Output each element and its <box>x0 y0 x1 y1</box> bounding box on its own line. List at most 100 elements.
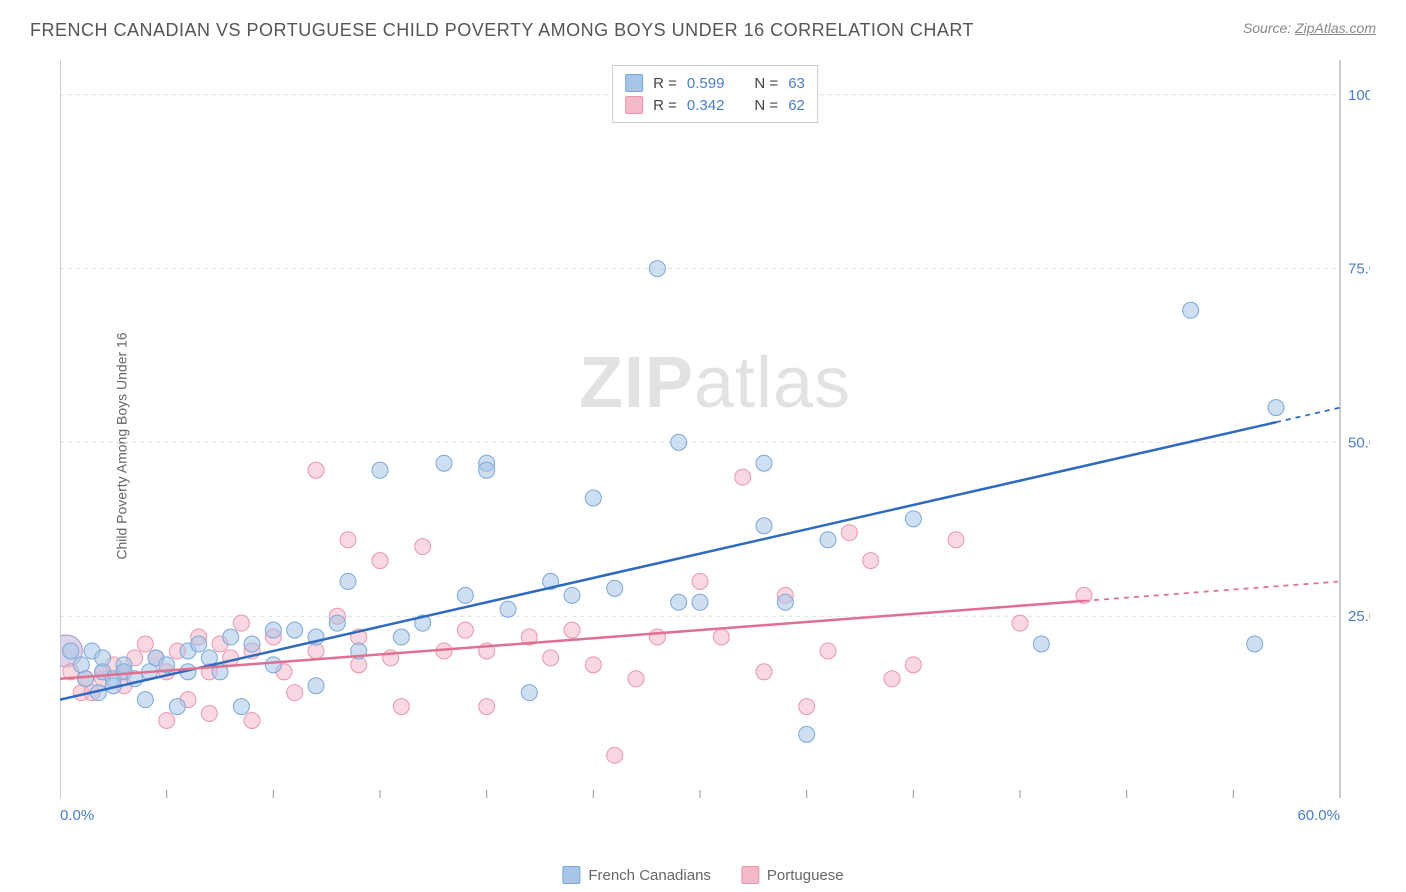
r-value: 0.342 <box>687 97 725 114</box>
n-label: N = <box>754 97 778 114</box>
legend-row: R = 0.342 N = 62 <box>625 94 805 116</box>
data-point <box>884 671 900 687</box>
trend-line <box>60 422 1276 699</box>
data-point <box>287 685 303 701</box>
data-point <box>340 532 356 548</box>
data-point <box>756 455 772 471</box>
legend-row: R = 0.599 N = 63 <box>625 72 805 94</box>
data-point <box>1033 636 1049 652</box>
data-point <box>521 685 537 701</box>
data-point <box>415 539 431 555</box>
data-point <box>585 657 601 673</box>
data-point <box>1012 615 1028 631</box>
data-point <box>457 587 473 603</box>
legend-label: French Canadians <box>588 867 711 884</box>
y-tick-label: 100.0% <box>1348 87 1370 104</box>
series-legend: French Canadians Portuguese <box>562 866 843 884</box>
data-point <box>543 650 559 666</box>
data-point <box>265 657 281 673</box>
source-link[interactable]: ZipAtlas.com <box>1295 20 1376 36</box>
data-point <box>756 518 772 534</box>
data-point <box>287 622 303 638</box>
trend-line-extrapolated <box>1276 408 1340 423</box>
data-point <box>607 580 623 596</box>
data-point <box>649 629 665 645</box>
data-point <box>265 622 281 638</box>
data-point <box>137 692 153 708</box>
data-point <box>169 699 185 715</box>
data-point <box>436 455 452 471</box>
legend-swatch <box>625 74 643 92</box>
x-tick-label: 0.0% <box>60 807 94 824</box>
data-point <box>692 594 708 610</box>
data-point <box>735 469 751 485</box>
r-label: R = <box>653 97 677 114</box>
data-point <box>905 657 921 673</box>
data-point <box>191 636 207 652</box>
legend-label: Portuguese <box>767 867 844 884</box>
y-tick-label: 50.0% <box>1348 434 1370 451</box>
data-point <box>692 573 708 589</box>
data-point <box>233 699 249 715</box>
data-point <box>393 699 409 715</box>
data-point <box>201 706 217 722</box>
data-point <box>799 699 815 715</box>
data-point <box>905 511 921 527</box>
correlation-legend: R = 0.599 N = 63 R = 0.342 N = 62 <box>612 65 818 123</box>
legend-swatch <box>741 866 759 884</box>
data-point <box>244 636 260 652</box>
chart-title: FRENCH CANADIAN VS PORTUGUESE CHILD POVE… <box>30 20 974 41</box>
data-point <box>585 490 601 506</box>
data-point <box>159 712 175 728</box>
data-point <box>671 434 687 450</box>
data-point <box>479 699 495 715</box>
chart-container: 25.0%50.0%75.0%100.0%0.0%60.0% ZIPatlas … <box>60 60 1370 830</box>
data-point <box>244 712 260 728</box>
data-point <box>500 601 516 617</box>
trend-line-extrapolated <box>1084 581 1340 600</box>
data-point <box>223 629 239 645</box>
data-point <box>223 650 239 666</box>
n-label: N = <box>754 75 778 92</box>
data-point <box>340 573 356 589</box>
data-point <box>607 747 623 763</box>
data-point <box>948 532 964 548</box>
data-point <box>564 587 580 603</box>
data-point <box>308 678 324 694</box>
data-point <box>78 671 94 687</box>
data-point <box>308 462 324 478</box>
data-point <box>649 261 665 277</box>
data-point <box>713 629 729 645</box>
data-point <box>479 462 495 478</box>
data-point <box>329 615 345 631</box>
data-point <box>393 629 409 645</box>
data-point <box>137 636 153 652</box>
chart-header: FRENCH CANADIAN VS PORTUGUESE CHILD POVE… <box>0 0 1406 51</box>
data-point <box>820 643 836 659</box>
x-tick-label: 60.0% <box>1297 807 1340 824</box>
n-value: 63 <box>788 75 805 92</box>
data-point <box>820 532 836 548</box>
data-point <box>95 650 111 666</box>
data-point <box>1183 302 1199 318</box>
data-point <box>457 622 473 638</box>
data-point <box>564 622 580 638</box>
r-value: 0.599 <box>687 75 725 92</box>
data-point <box>233 615 249 631</box>
watermark: ZIPatlas <box>579 342 851 424</box>
data-point <box>1247 636 1263 652</box>
data-point <box>756 664 772 680</box>
source-attribution: Source: ZipAtlas.com <box>1243 20 1376 36</box>
y-tick-label: 75.0% <box>1348 261 1370 278</box>
data-point <box>628 671 644 687</box>
plot-area: 25.0%50.0%75.0%100.0%0.0%60.0% ZIPatlas … <box>60 60 1370 830</box>
y-tick-label: 25.0% <box>1348 608 1370 625</box>
data-point <box>777 594 793 610</box>
data-point <box>372 553 388 569</box>
scatter-chart: 25.0% 50.0% 75.0% 100.0% 0.0% 60.0% <box>60 60 1370 830</box>
data-point <box>372 462 388 478</box>
legend-swatch <box>562 866 580 884</box>
data-point <box>63 643 79 659</box>
data-point <box>863 553 879 569</box>
r-label: R = <box>653 75 677 92</box>
